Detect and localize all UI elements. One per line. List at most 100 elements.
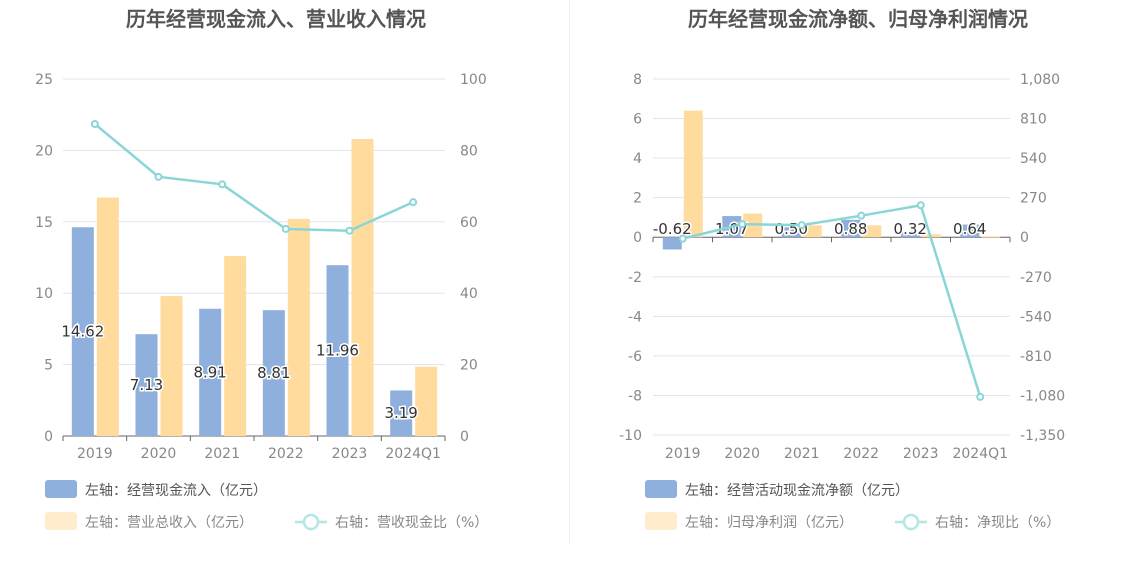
cash-inflow-revenue-chart: 历年经营现金流入、营业收入情况 0 0 5 20 10 40 15 60 20 80 25 100 201… bbox=[35, 7, 488, 531]
left-axis-tick-label: 6 bbox=[633, 112, 642, 128]
ratio-point bbox=[345, 226, 354, 235]
revenue-bar bbox=[415, 366, 438, 436]
right-axis-tick-label: 40 bbox=[460, 286, 478, 302]
cash-bar bbox=[135, 334, 158, 436]
cash-bar bbox=[262, 310, 285, 436]
bar-data-label: 8.81 bbox=[257, 364, 290, 382]
cash-bar bbox=[841, 219, 861, 238]
bar-data-label: 0.88 bbox=[834, 220, 867, 238]
legend-swatch bbox=[45, 512, 77, 530]
right-axis-tick-label: -540 bbox=[1020, 309, 1052, 325]
x-axis-category-label: 2020 bbox=[141, 446, 177, 462]
ratio-point bbox=[916, 201, 925, 210]
ratio-point bbox=[738, 220, 747, 229]
x-axis-category-label: 2024Q1 bbox=[385, 446, 441, 462]
x-axis-category-label: 2022 bbox=[268, 446, 304, 462]
cash-bar bbox=[960, 224, 980, 238]
panel-divider bbox=[569, 0, 570, 545]
x-axis-category-label: 2020 bbox=[724, 446, 760, 462]
x-axis-category-label: 2019 bbox=[77, 446, 113, 462]
left-axis-tick-label: 8 bbox=[633, 72, 642, 88]
bar-data-label: 7.13 bbox=[130, 376, 163, 394]
x-axis-category-label: 2019 bbox=[665, 446, 701, 462]
legend-label: 右轴：营收现金比（%） bbox=[335, 515, 488, 531]
right-axis-tick-label: -810 bbox=[1020, 349, 1052, 365]
right-axis-tick-label: 100 bbox=[460, 72, 487, 88]
ratio-point bbox=[976, 392, 985, 401]
legend-label: 左轴：经营现金流入（亿元） bbox=[85, 483, 267, 499]
right-axis-tick-label: 60 bbox=[460, 215, 478, 231]
cash-bar bbox=[900, 230, 920, 238]
bar-data-label: 8.91 bbox=[193, 363, 226, 381]
chart-title: 历年经营现金流净额、归母净利润情况 bbox=[688, 7, 1028, 31]
revenue-bar bbox=[683, 110, 703, 238]
left-axis-tick-label: 2 bbox=[633, 191, 642, 207]
left-axis-tick-label: 5 bbox=[44, 358, 53, 374]
bar-data-label: 0.64 bbox=[953, 220, 986, 238]
ratio-point bbox=[678, 234, 687, 243]
right-axis-tick-label: 270 bbox=[1020, 191, 1047, 207]
x-axis-category-label: 2023 bbox=[332, 446, 368, 462]
legend-label: 左轴：经营活动现金流净额（亿元） bbox=[685, 483, 909, 499]
revenue-bar bbox=[287, 218, 310, 436]
ratio-line bbox=[94, 123, 414, 232]
ratio-point bbox=[857, 211, 866, 220]
left-axis-tick-label: -8 bbox=[628, 388, 642, 404]
x-axis-category-label: 2022 bbox=[843, 446, 879, 462]
right-axis-tick-label: 1,080 bbox=[1020, 72, 1060, 88]
legend-swatch bbox=[645, 480, 677, 498]
legend-line-marker bbox=[302, 513, 320, 531]
cash-bar bbox=[662, 237, 682, 250]
right-axis-tick-label: -1,350 bbox=[1020, 428, 1065, 444]
right-axis-tick-label: 540 bbox=[1020, 151, 1047, 167]
right-axis-tick-label: -270 bbox=[1020, 270, 1052, 286]
revenue-bar bbox=[160, 296, 183, 436]
bar-data-label: -0.62 bbox=[653, 220, 692, 238]
ratio-point bbox=[154, 172, 163, 181]
legend-label: 右轴：净现比（%） bbox=[935, 515, 1060, 531]
bar-data-label: 11.96 bbox=[316, 342, 359, 360]
ratio-point bbox=[90, 119, 99, 128]
x-axis-category-label: 2024Q1 bbox=[952, 446, 1008, 462]
revenue-bar bbox=[981, 236, 1001, 238]
x-axis-category-label: 2021 bbox=[784, 446, 820, 462]
legend-label: 左轴：营业总收入（亿元） bbox=[85, 515, 253, 531]
cash-bar bbox=[199, 308, 222, 436]
left-axis-tick-label: 0 bbox=[44, 429, 53, 445]
cash-bar bbox=[390, 390, 413, 436]
left-axis-tick-label: 25 bbox=[35, 72, 53, 88]
x-axis-category-label: 2021 bbox=[204, 446, 240, 462]
revenue-bar bbox=[96, 197, 119, 436]
right-axis-tick-label: 80 bbox=[460, 143, 478, 159]
ratio-line bbox=[682, 203, 982, 398]
right-axis-tick-label: 0 bbox=[1020, 230, 1029, 246]
left-axis-tick-label: 15 bbox=[35, 215, 53, 231]
cash-bar bbox=[781, 227, 801, 238]
x-axis-category-label: 2023 bbox=[903, 446, 939, 462]
left-axis-tick-label: 10 bbox=[35, 286, 53, 302]
revenue-bar bbox=[862, 225, 882, 238]
left-axis-tick-label: 20 bbox=[35, 143, 53, 159]
bar-data-label: 3.19 bbox=[384, 404, 417, 422]
ratio-point bbox=[797, 221, 806, 230]
left-axis-tick-label: -10 bbox=[619, 428, 642, 444]
bar-data-label: 0.32 bbox=[894, 220, 927, 238]
left-axis-tick-label: -2 bbox=[628, 270, 642, 286]
right-axis-tick-label: 20 bbox=[460, 358, 478, 374]
right-axis-tick-label: 810 bbox=[1020, 112, 1047, 128]
ratio-point bbox=[218, 180, 227, 189]
ratio-point bbox=[409, 198, 418, 207]
legend-swatch bbox=[645, 512, 677, 530]
chart-title: 历年经营现金流入、营业收入情况 bbox=[126, 7, 426, 31]
revenue-bar bbox=[351, 138, 374, 436]
legend-swatch bbox=[45, 480, 77, 498]
left-axis-tick-label: 4 bbox=[633, 151, 642, 167]
legend-line-marker bbox=[902, 513, 920, 531]
left-axis-tick-label: -4 bbox=[628, 309, 642, 325]
legend-label: 左轴：归母净利润（亿元） bbox=[685, 514, 853, 531]
cash-bar bbox=[326, 265, 349, 436]
left-axis-tick-label: -6 bbox=[628, 349, 642, 365]
cash-bar bbox=[71, 227, 94, 436]
bar-data-label: 14.62 bbox=[61, 323, 104, 341]
